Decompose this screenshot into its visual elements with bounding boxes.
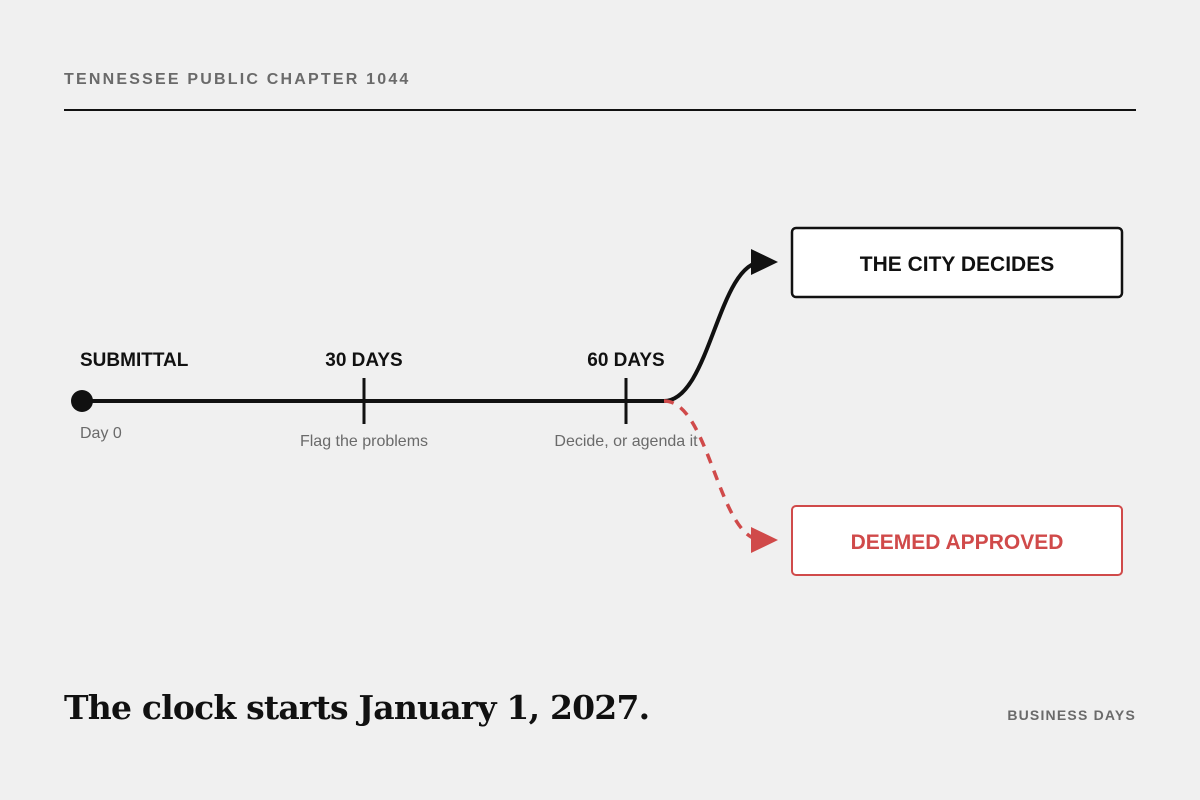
outcome-label-deemed-approved: DEEMED APPROVED — [851, 531, 1064, 554]
arrowhead-deemed-approved — [751, 527, 778, 553]
kicker: TENNESSEE PUBLIC CHAPTER 1044 — [64, 71, 411, 88]
milestone-sublabel-30-days: Flag the problems — [300, 433, 428, 450]
milestone-sublabel-60-days: Decide, or agenda it — [554, 433, 698, 450]
milestone-label-60-days: 60 DAYS — [587, 350, 664, 371]
headline: The clock starts January 1, 2027. — [64, 688, 650, 727]
outcome-box-city-decides — [790, 226, 1124, 299]
branch-deemed-approved — [663, 399, 763, 542]
arrowhead-city-decides — [751, 249, 778, 275]
outcome-label-city-decides: THE CITY DECIDES — [860, 253, 1054, 276]
milestone-sublabel-submittal: Day 0 — [80, 425, 122, 442]
branch-city-decides — [662, 260, 764, 403]
units-label: BUSINESS DAYS — [1007, 707, 1136, 723]
milestone-label-submittal: SUBMITTAL — [80, 350, 189, 371]
outcome-box-deemed-approved — [791, 505, 1123, 576]
header-rule — [64, 109, 1136, 111]
submittal-dot — [71, 390, 93, 412]
milestone-label-30-days: 30 DAYS — [325, 350, 402, 371]
